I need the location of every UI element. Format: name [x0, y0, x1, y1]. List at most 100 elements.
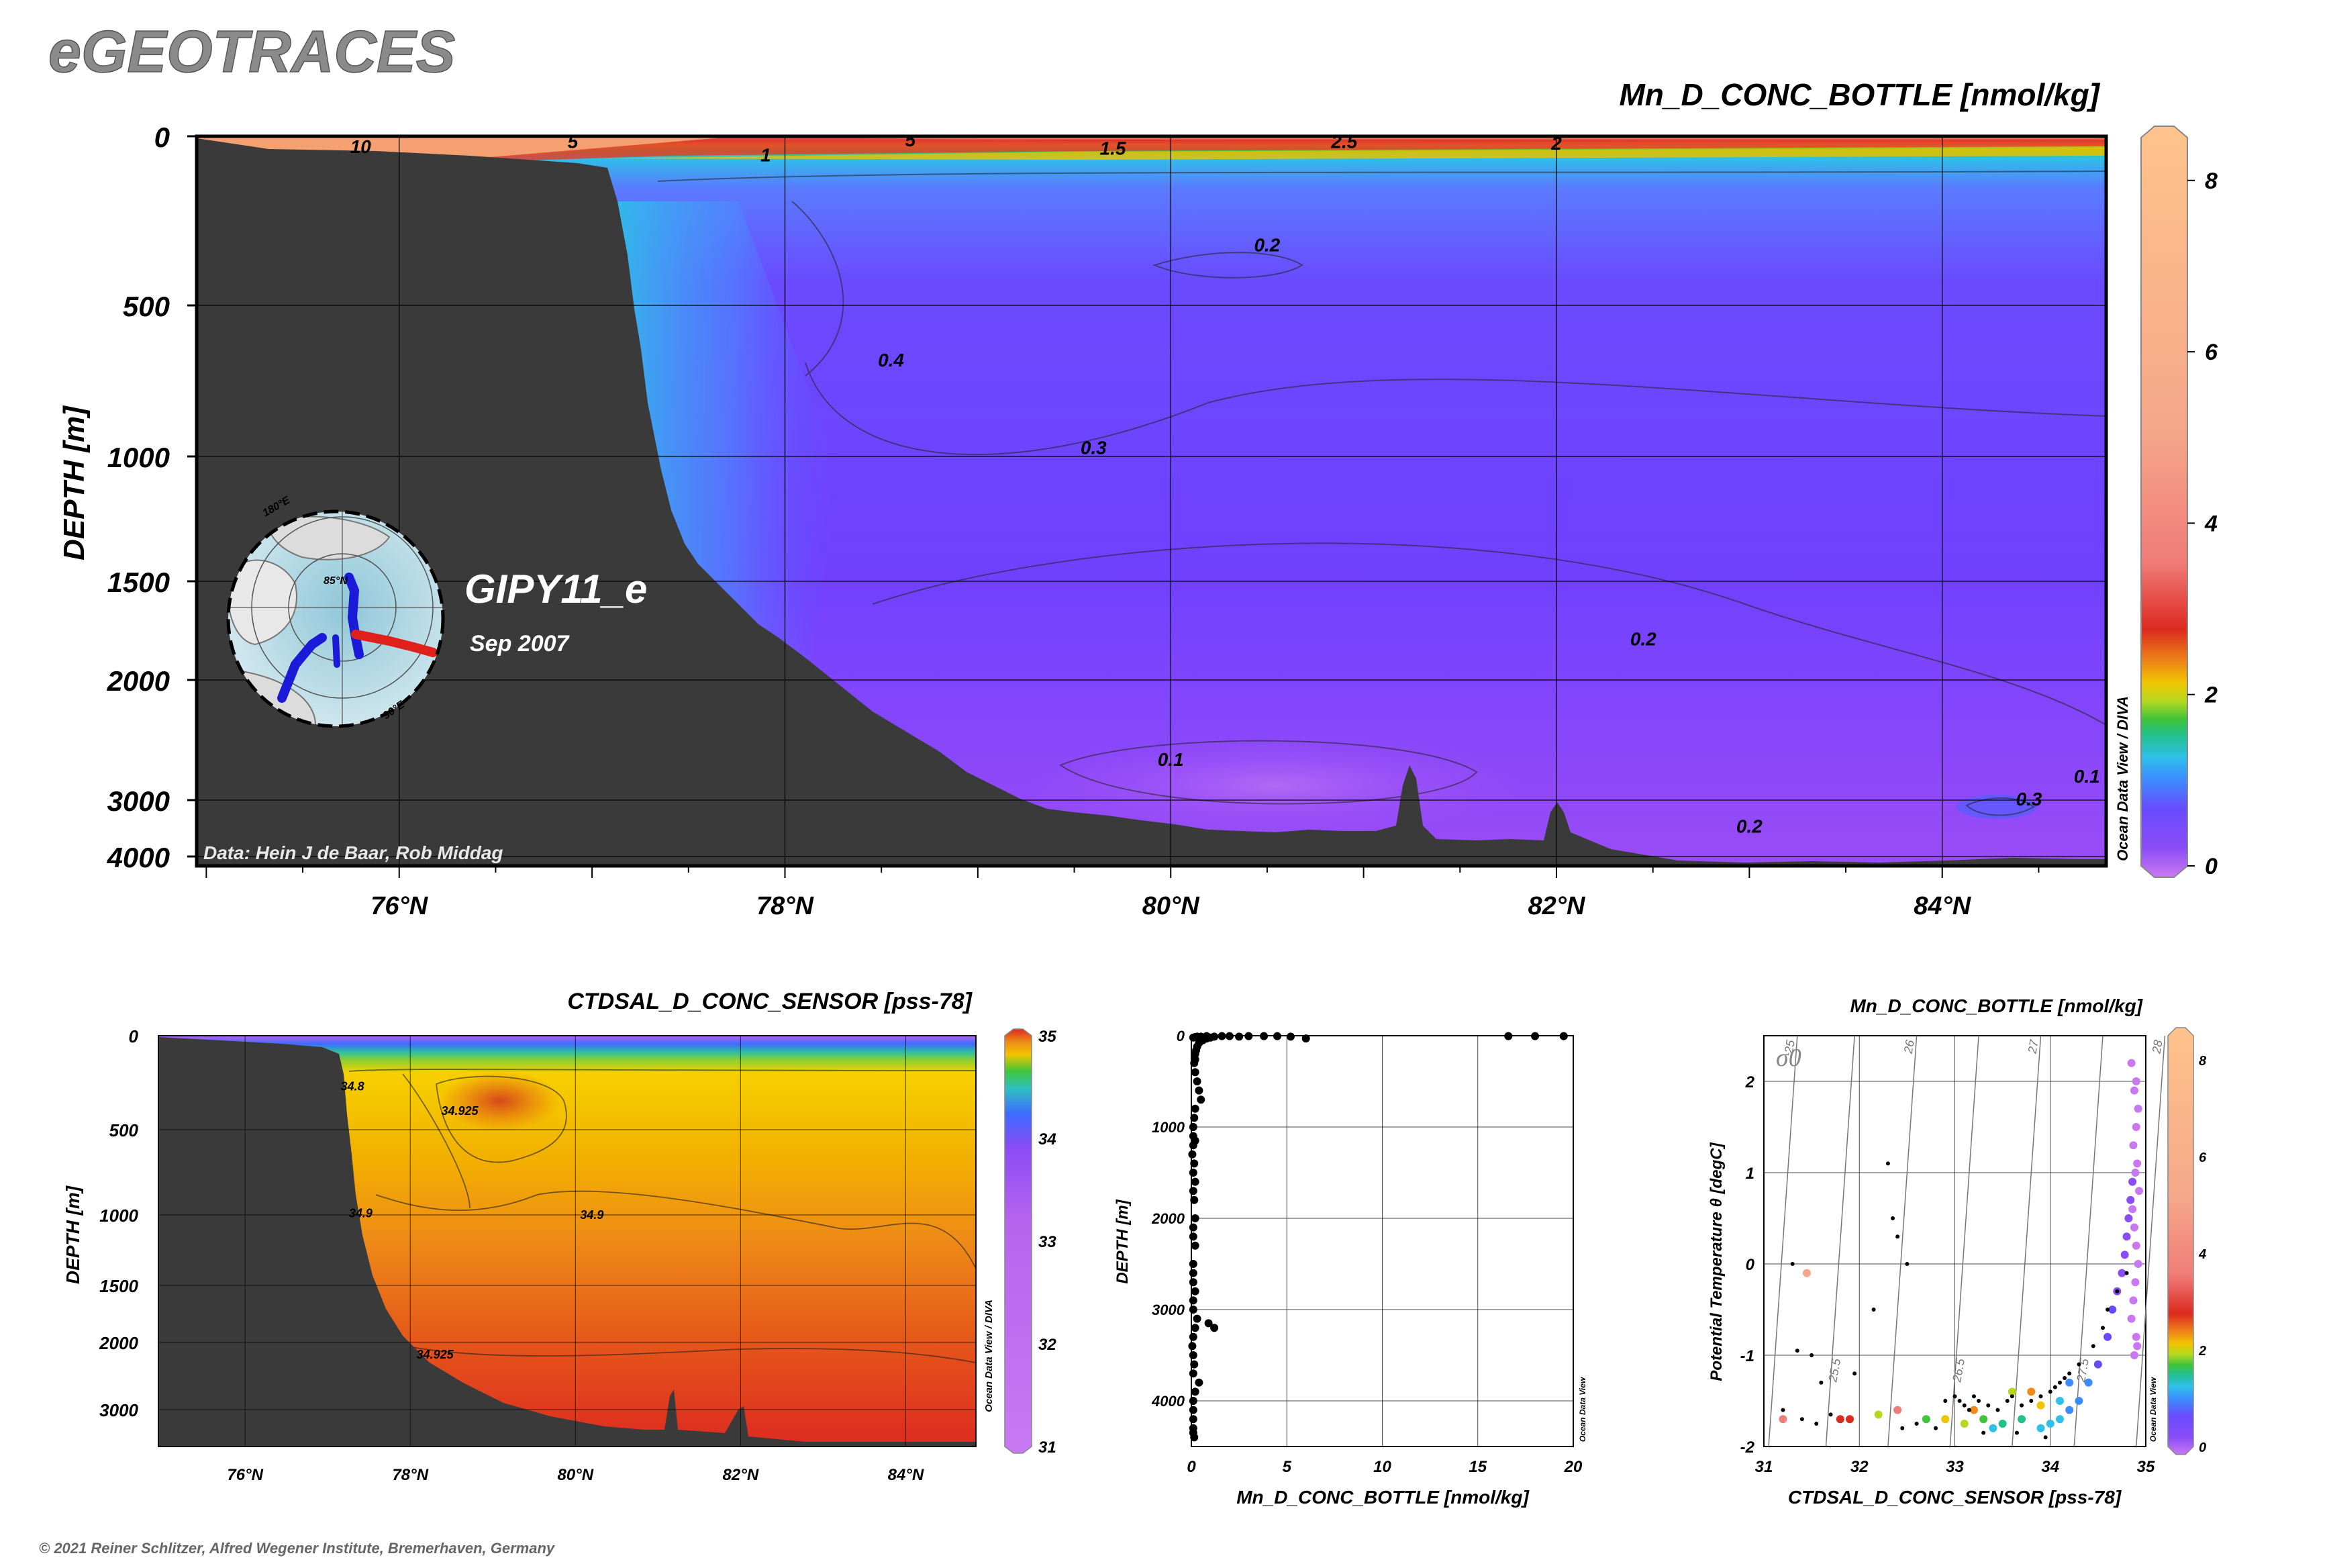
profile-data-point	[1531, 1032, 1540, 1040]
main-contour-label: 0.3	[1081, 438, 1107, 458]
ts-data-point	[1891, 1216, 1895, 1220]
sal-contour-label: 34.9	[349, 1206, 373, 1220]
ts-data-point	[2132, 1123, 2140, 1131]
inset-map-label-85n: 85°N	[324, 575, 348, 587]
inset-greenland	[228, 559, 297, 646]
ts-data-point	[1803, 1269, 1812, 1277]
profile-data-point	[1188, 1150, 1197, 1159]
ts-data-point	[2130, 1223, 2138, 1232]
ts-data-point	[2091, 1344, 2095, 1349]
ts-data-point	[2014, 1430, 2019, 1435]
sal-y-tick-label: 3000	[99, 1400, 138, 1420]
profile-data-point	[1301, 1034, 1310, 1043]
ts-data-point	[1922, 1415, 1930, 1424]
ts-data-point	[1986, 1403, 1991, 1408]
inset-track-blue-west	[277, 633, 327, 703]
main-plot-frame	[195, 134, 2108, 868]
ts-data-point	[2129, 1296, 2138, 1305]
ts-points	[1779, 1059, 2144, 1440]
profile-x-tick-label: 15	[1469, 1458, 1487, 1476]
ts-data-point	[2135, 1187, 2144, 1195]
main-section-plot: Mn_D_CONC_BOTTLE [nmol/kg] 10 5 51 1.5 2.5 20…	[58, 77, 2218, 920]
profile-data-point	[1189, 1351, 1197, 1359]
ts-data-point	[2127, 1059, 2136, 1067]
profile-data-point	[1189, 1332, 1197, 1341]
main-contour-label: 0.2	[1254, 234, 1280, 255]
ts-x-axis-label: CTDSAL_D_CONC_SENSOR [pss-78]	[1788, 1487, 2122, 1508]
ts-data-point	[1941, 1415, 1950, 1424]
ts-data-point	[1852, 1371, 1857, 1376]
seafloor-land	[197, 138, 2106, 866]
ts-data-point	[2126, 1195, 2135, 1204]
sal-x-tick-label: 78°N	[392, 1466, 428, 1484]
profile-data-point	[1189, 1397, 1197, 1405]
ts-data-point	[2133, 1342, 2142, 1351]
ts-data-point	[2131, 1278, 2140, 1287]
main-contour-label: 5	[568, 132, 579, 152]
main-x-tick-label: 78°N	[756, 892, 814, 920]
profile-data-point	[1191, 1104, 1199, 1113]
ts-y-tick-label: -2	[1740, 1438, 1755, 1457]
main-y-tick-label: 1000	[107, 442, 170, 473]
main-y-tick-label: 1500	[107, 567, 170, 598]
ts-data-point	[2124, 1214, 2133, 1222]
inset-track-blue-north	[344, 573, 364, 659]
main-chart-title: Mn_D_CONC_BOTTLE [nmol/kg]	[1619, 77, 2100, 112]
sal-colorbar-tick-label: 33	[1038, 1233, 1056, 1251]
main-contour-label: 1	[760, 145, 771, 166]
main-contour-label: 2.5	[1330, 132, 1357, 152]
ts-data-point	[2010, 1394, 2014, 1399]
main-colorbar: 0 2 4 6 8 Ocean Data View / DIVA	[2114, 126, 2218, 879]
profile-x-tick-label: 5	[1283, 1458, 1292, 1476]
ts-data-point	[1799, 1417, 1804, 1422]
profile-data-point	[1188, 1342, 1197, 1351]
sal-y-tick-label: 2000	[99, 1333, 138, 1353]
ts-isopycnal-line	[1768, 1035, 1798, 1447]
salinity-plot-frame	[158, 1035, 977, 1447]
ts-data-point	[1871, 1308, 1876, 1312]
profile-data-point	[1260, 1032, 1269, 1040]
copyright-notice: © 2021 Reiner Schlitzer, Alfred Wegener …	[39, 1540, 556, 1557]
inset-track-red	[351, 630, 438, 657]
ts-isopycnal-label: 25	[1782, 1038, 1798, 1055]
ts-data-point	[2100, 1326, 2105, 1330]
ts-data-point	[2029, 1399, 2034, 1403]
ts-data-point	[1952, 1394, 1957, 1399]
ts-data-point	[2036, 1424, 2045, 1432]
ts-data-point	[2129, 1141, 2138, 1150]
main-y-tick-label: 0	[154, 121, 170, 153]
main-y-tick-label: 4000	[107, 842, 170, 873]
sal-x-tick-label: 80°N	[557, 1466, 593, 1484]
ts-data-point	[2077, 1362, 2081, 1367]
main-gridlines	[197, 136, 2106, 866]
ts-colorbar-tick-label: 4	[2198, 1247, 2206, 1262]
main-contour-label: 1.5	[1100, 138, 1126, 159]
profile-plot: 0 5 10 15 20 0 1000 2000 3000 4000 Mn_D_CONC_BOT…	[1113, 1028, 1587, 1508]
profile-data-point	[1189, 1223, 1197, 1232]
salinity-y-axis-label: DEPTH [m]	[62, 1185, 83, 1284]
sal-y-tick-label: 0	[129, 1026, 139, 1046]
salinity-colorbar-ticks: 31 32 33 34 35	[1038, 1028, 1056, 1457]
salinity-max-core	[440, 1071, 560, 1131]
profile-data-point	[1191, 1214, 1199, 1222]
ts-colorbar-tick-label: 6	[2199, 1150, 2207, 1165]
ts-data-point	[1914, 1422, 1919, 1426]
ts-y-tick-label: 2	[1745, 1073, 1755, 1091]
profile-data-point	[1190, 1195, 1199, 1204]
ts-isopycnal-line	[1887, 1035, 1918, 1447]
ts-y-axis-label: Potential Temperature θ [degC]	[1707, 1142, 1726, 1381]
profile-data-point	[1204, 1319, 1213, 1328]
ts-data-point	[2103, 1332, 2112, 1341]
ts-isopycnal-label: 27	[2025, 1038, 2041, 1055]
ts-data-point	[1957, 1399, 1962, 1403]
ts-data-point	[1814, 1422, 1819, 1426]
ts-data-point	[1943, 1399, 1948, 1403]
ts-data-point	[2075, 1397, 2083, 1405]
profile-data-point	[1225, 1032, 1234, 1040]
ts-x-tick-label: 31	[1755, 1458, 1773, 1476]
main-contour-label: 0.3	[2016, 789, 2042, 810]
ts-isopycnal-line	[2012, 1035, 2042, 1447]
main-colorbar-tick-label: 2	[2204, 683, 2218, 708]
main-y-axis-ticks: 0 500 1000 1500 2000 3000 4000	[107, 121, 197, 873]
